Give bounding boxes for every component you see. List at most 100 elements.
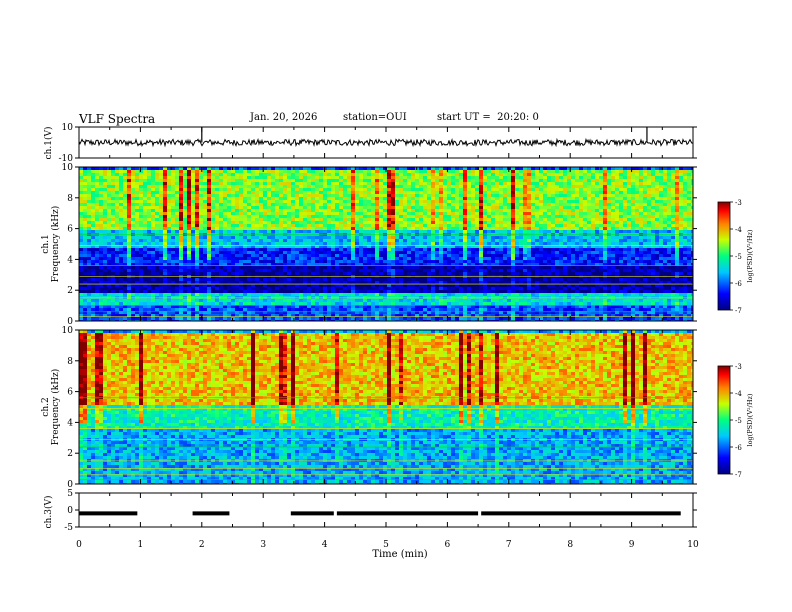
ch1-spectrogram-cell bbox=[339, 287, 343, 290]
ch1-spectrogram-cell bbox=[275, 251, 279, 254]
ch1-spectrogram-cell bbox=[447, 215, 451, 218]
ch1-spectrogram-cell bbox=[311, 269, 315, 272]
ch1-spectrogram-cell bbox=[335, 200, 339, 203]
ch1-spectrogram-cell bbox=[283, 281, 287, 284]
ch1-spectrogram-cell bbox=[87, 209, 91, 212]
ch1-spectrogram-cell bbox=[439, 293, 443, 296]
ch1-spectrogram-cell bbox=[391, 167, 395, 170]
ch1-spectrogram-cell bbox=[447, 260, 451, 263]
ch1-spectrogram-cell bbox=[315, 314, 319, 317]
ch1-spectrogram-cell bbox=[371, 182, 375, 185]
ch1-spectrogram-cell bbox=[111, 317, 115, 320]
ch1-spectrogram-cell bbox=[251, 182, 255, 185]
ch1-spectrogram-cell bbox=[335, 221, 339, 224]
ch1-spectrogram-cell bbox=[407, 206, 411, 209]
ch1-spectrogram-cell bbox=[379, 179, 383, 182]
ch1-spectrogram-cell bbox=[423, 257, 427, 260]
ch1-spectrogram-cell bbox=[151, 212, 155, 215]
ch1-spectrogram-cell bbox=[443, 305, 447, 308]
ch1-spectrogram-cell bbox=[247, 260, 251, 263]
ch1-spectrogram-cell bbox=[235, 290, 239, 293]
ch1-spectrogram-cell bbox=[227, 260, 231, 263]
ch1-spectrogram-cell bbox=[91, 212, 95, 215]
ch1-spectrogram-cell bbox=[175, 215, 179, 218]
ch1-spectrogram-cell bbox=[307, 194, 311, 197]
ch1-spectrogram-cell bbox=[355, 281, 359, 284]
ch1-spectrogram-cell bbox=[283, 311, 287, 314]
ch1-spectrogram-cell bbox=[215, 185, 219, 188]
ch1-spectrogram-cell bbox=[259, 299, 263, 302]
ch1-spectrogram-cell bbox=[351, 176, 355, 179]
ch1-spectrogram-cell bbox=[347, 218, 351, 221]
ch1-spectrogram-cell bbox=[99, 272, 103, 275]
ch1-spectrogram-cell bbox=[383, 170, 387, 173]
ch1-spectrogram-cell bbox=[139, 173, 143, 176]
ch1-spectrogram-cell bbox=[419, 221, 423, 224]
ch1-spectrogram-cell bbox=[371, 284, 375, 287]
ch1-spectrogram-cell bbox=[123, 239, 127, 242]
ch1-spectrogram-cell bbox=[247, 314, 251, 317]
ch1-spectrogram-cell bbox=[399, 290, 403, 293]
ch1-spectrogram-cell bbox=[91, 185, 95, 188]
ch1-spectrogram-cell bbox=[427, 269, 431, 272]
ch1-spectrogram-cell bbox=[255, 287, 259, 290]
ch1-spectrogram-cell bbox=[371, 203, 375, 206]
ch1-spectrogram-cell bbox=[323, 266, 327, 269]
ch1-spectrogram-cell bbox=[79, 206, 83, 209]
ch1-spectrogram-cell bbox=[379, 191, 383, 194]
ch1-spectrogram-cell bbox=[171, 188, 175, 191]
ch1-spectrogram-cell bbox=[451, 308, 455, 311]
ch1-spectrogram-cell bbox=[183, 311, 187, 314]
ch1-spectrogram-cell bbox=[87, 212, 91, 215]
ch1-spectrogram-cell bbox=[327, 191, 331, 194]
ch1-spectrogram-cell bbox=[227, 212, 231, 215]
ch1-spectrogram-cell bbox=[107, 293, 111, 296]
ch1-spectrogram-cell bbox=[271, 200, 275, 203]
ch1-spectrogram-cell bbox=[127, 200, 131, 203]
ch1-spectrogram-cell bbox=[251, 311, 255, 314]
ch1-spectrogram-cell bbox=[227, 269, 231, 272]
ch1-spectrogram-cell bbox=[235, 176, 239, 179]
ch1-spectrogram-cell bbox=[435, 215, 439, 218]
ch1-spectrogram-cell bbox=[319, 215, 323, 218]
ch1-spectrogram-cell bbox=[443, 254, 447, 257]
ch1-spectrogram-cell bbox=[427, 305, 431, 308]
ch1-spectrogram-cell bbox=[107, 257, 111, 260]
ch1-spectrogram-cell bbox=[263, 305, 267, 308]
ch1-spectrogram-cell bbox=[327, 290, 331, 293]
ch1-spectrogram-cell bbox=[179, 317, 183, 320]
ch1-spectrogram-cell bbox=[363, 194, 367, 197]
ch1-spectrogram-cell bbox=[171, 191, 175, 194]
ch1-spectrogram-cell bbox=[391, 263, 395, 266]
ch1-spectrogram-cell bbox=[203, 236, 207, 239]
ch1-spectrogram-cell bbox=[391, 272, 395, 275]
ch1-spectrogram-cell bbox=[391, 185, 395, 188]
ch1-spectrogram-cell bbox=[371, 176, 375, 179]
ch1-spectrogram-cell bbox=[251, 248, 255, 251]
ch1-spectrogram-cell bbox=[243, 317, 247, 320]
ch1-spectrogram-cell bbox=[287, 263, 291, 266]
ch1-spectrogram-cell bbox=[91, 242, 95, 245]
ch1-spectrogram-cell bbox=[199, 188, 203, 191]
ch1-spectrogram-cell bbox=[275, 284, 279, 287]
ch1-spectrogram-cell bbox=[315, 215, 319, 218]
ch1-spectrogram-cell bbox=[283, 266, 287, 269]
ch1-spectrogram-cell bbox=[255, 263, 259, 266]
ch1-spectrogram-cell bbox=[435, 230, 439, 233]
ch1-spectrogram-cell bbox=[167, 317, 171, 320]
ch1-spectrogram-cell bbox=[455, 230, 459, 233]
ch1-spectrogram-cell bbox=[327, 263, 331, 266]
ch1-spectrogram-cell bbox=[151, 239, 155, 242]
ch1-spectrogram-cell bbox=[391, 281, 395, 284]
ch1-spectrogram-cell bbox=[171, 290, 175, 293]
ch1-spectrogram-cell bbox=[143, 248, 147, 251]
ch1-spectrogram-cell bbox=[83, 260, 87, 263]
ch1-spectrogram-cell bbox=[271, 194, 275, 197]
ch1-spectrogram-cell bbox=[147, 230, 151, 233]
ch1-spectrogram-cell bbox=[319, 179, 323, 182]
ch1-spectrogram-cell bbox=[263, 170, 267, 173]
ch1-spectrogram-cell bbox=[251, 236, 255, 239]
ch1-spectrogram-cell bbox=[79, 269, 83, 272]
ch1-spectrogram-cell bbox=[391, 176, 395, 179]
ch1-spectrogram-cell bbox=[191, 305, 195, 308]
